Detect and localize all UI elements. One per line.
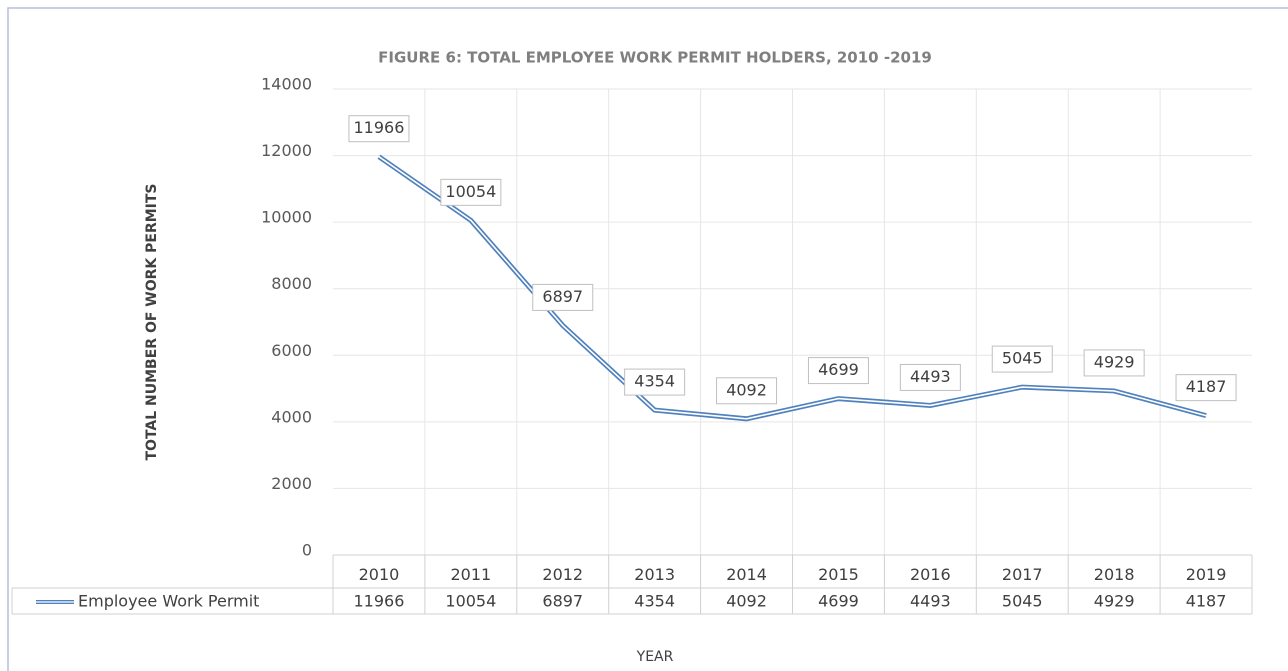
data-label: 11966: [353, 118, 404, 137]
data-label-box: [716, 377, 778, 405]
data-label-box: [624, 368, 686, 396]
data-label-box: [899, 363, 961, 391]
table-value: 4929: [1094, 592, 1135, 611]
data-label-box: [1175, 374, 1237, 402]
table-value: 4493: [910, 592, 951, 611]
data-label: 4929: [1094, 352, 1135, 371]
data-label: 4493: [910, 367, 951, 386]
x-tick-label: 2011: [450, 565, 491, 584]
y-tick-label: 2000: [271, 474, 312, 493]
y-tick-label: 12000: [261, 141, 312, 160]
x-tick-label: 2013: [634, 565, 675, 584]
data-label-box: [1083, 349, 1145, 377]
x-tick-label: 2017: [1002, 565, 1043, 584]
table-value: 4092: [726, 592, 767, 611]
data-label: 4354: [634, 372, 675, 391]
table-value: 4187: [1186, 592, 1227, 611]
x-axis-title: YEAR: [636, 649, 674, 665]
y-tick-label: 8000: [271, 274, 312, 293]
data-label-box: [348, 115, 410, 143]
data-label-box: [991, 345, 1053, 373]
chart-frame: [7, 7, 1288, 671]
line-highlight: [378, 156, 1207, 420]
data-label: 4699: [818, 360, 859, 379]
data-label-box: [532, 283, 594, 311]
y-tick-label: 14000: [261, 75, 312, 94]
x-tick-label: 2010: [359, 565, 400, 584]
y-axis-title: TOTAL NUMBER OF WORK PERMITS: [144, 183, 160, 460]
table-value: 10054: [445, 592, 496, 611]
table-value: 4699: [818, 592, 859, 611]
x-tick-label: 2018: [1094, 565, 1135, 584]
data-label: 5045: [1002, 349, 1043, 368]
table-value: 4354: [634, 592, 675, 611]
data-label: 4092: [726, 380, 767, 399]
y-tick-label: 10000: [261, 208, 312, 227]
table-value: 5045: [1002, 592, 1043, 611]
x-tick-label: 2019: [1186, 565, 1227, 584]
x-tick-label: 2015: [818, 565, 859, 584]
table-value: 11966: [353, 592, 404, 611]
data-label-box: [440, 178, 502, 206]
data-label: 10054: [445, 182, 496, 201]
chart-title: FIGURE 6: TOTAL EMPLOYEE WORK PERMIT HOL…: [378, 49, 932, 67]
y-tick-label: 0: [302, 541, 312, 560]
x-tick-label: 2012: [542, 565, 583, 584]
data-label: 4187: [1186, 377, 1227, 396]
x-tick-label: 2014: [726, 565, 767, 584]
y-tick-label: 4000: [271, 407, 312, 426]
data-label-box: [807, 357, 869, 385]
y-tick-label: 6000: [271, 341, 312, 360]
x-tick-label: 2016: [910, 565, 951, 584]
legend-label: Employee Work Permit: [78, 592, 259, 611]
table-value: 6897: [542, 592, 583, 611]
data-label: 6897: [542, 287, 583, 306]
